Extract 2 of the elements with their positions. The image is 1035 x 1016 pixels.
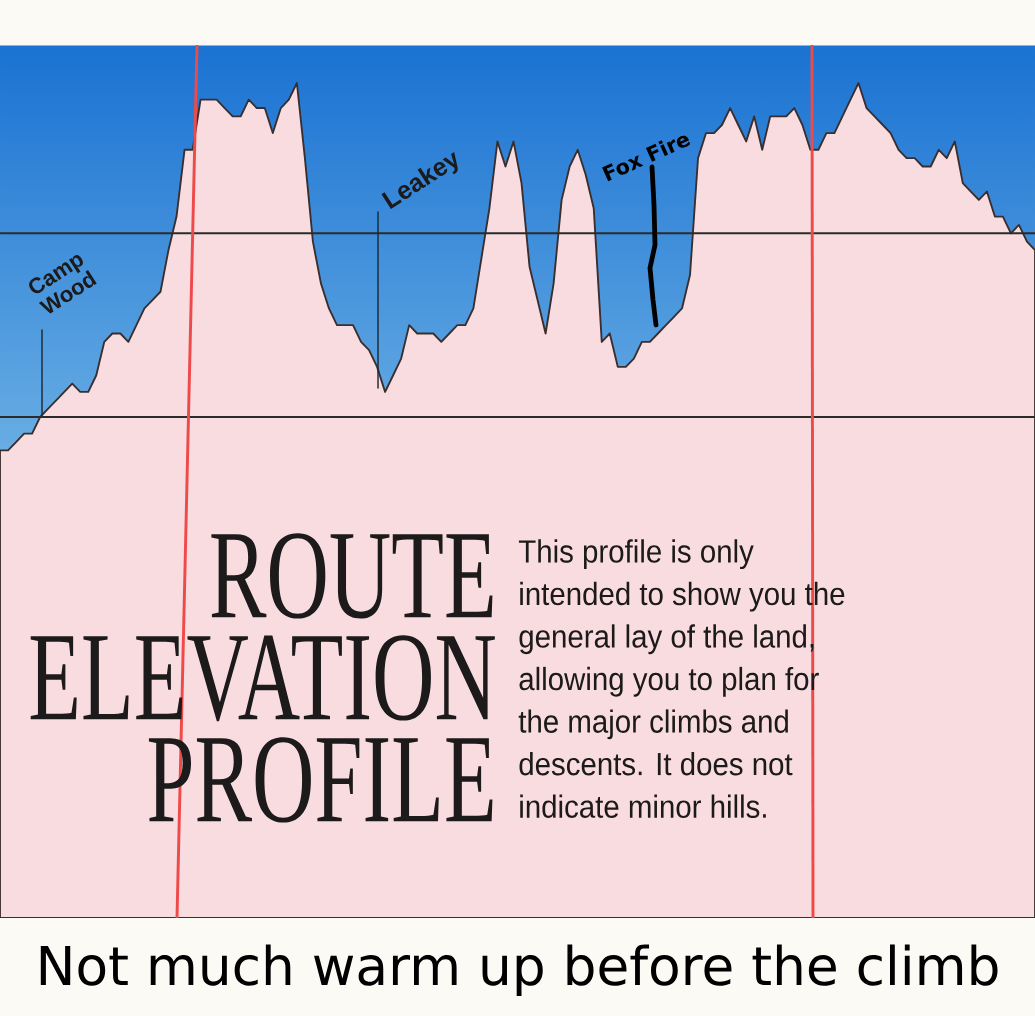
annotation: Fox Fire	[602, 135, 691, 182]
text: Not much warm up before the climb	[40, 944, 998, 997]
